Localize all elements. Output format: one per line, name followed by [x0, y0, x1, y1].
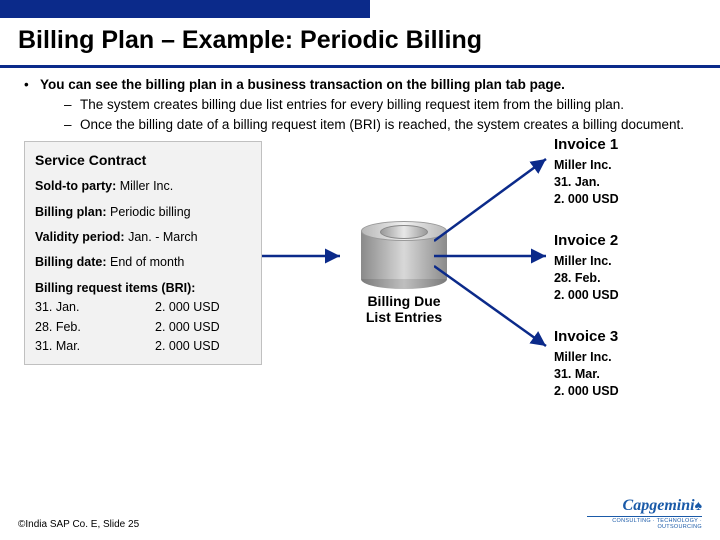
bri-date-2: 31. Mar. [35, 337, 155, 356]
contract-header: Service Contract [35, 150, 251, 172]
dash-icon: – [64, 116, 80, 134]
billing-plan-row: Billing plan: Periodic billing [35, 203, 251, 222]
logo-name: Capgemini [623, 497, 695, 514]
bri-row-0: 31. Jan. 2. 000 USD [35, 298, 251, 317]
slide-title: Billing Plan – Example: Periodic Billing [0, 18, 720, 68]
cylinder-label-1: Billing Due [367, 293, 440, 309]
invoice-2-name: Miller Inc. [554, 253, 704, 270]
invoice-3: Invoice 3 Miller Inc. 31. Mar. 2. 000 US… [554, 327, 704, 400]
spade-icon: ♠ [695, 497, 702, 513]
sub-bullet-1-text: The system creates billing due list entr… [80, 96, 624, 114]
invoice-3-date: 31. Mar. [554, 366, 704, 383]
service-contract-box: Service Contract Sold-to party: Miller I… [24, 141, 262, 366]
logo-tagline: CONSULTING · TECHNOLOGY · OUTSOURCING [587, 516, 702, 530]
validity-label: Validity period: [35, 230, 125, 244]
bri-amount-2: 2. 000 USD [155, 337, 220, 356]
sub-bullet-1: – The system creates billing due list en… [64, 96, 684, 114]
sold-to-row: Sold-to party: Miller Inc. [35, 177, 251, 196]
invoice-2: Invoice 2 Miller Inc. 28. Feb. 2. 000 US… [554, 231, 704, 304]
billing-date-label: Billing date: [35, 255, 107, 269]
invoice-2-amount: 2. 000 USD [554, 287, 704, 304]
invoice-3-amount: 2. 000 USD [554, 383, 704, 400]
diagram-area: Service Contract Sold-to party: Miller I… [24, 141, 696, 401]
bri-date-0: 31. Jan. [35, 298, 155, 317]
sub-bullet-2: – Once the billing date of a billing req… [64, 116, 684, 134]
bri-date-1: 28. Feb. [35, 318, 155, 337]
validity-value: Jan. - March [128, 230, 197, 244]
arrow-to-invoice-3 [434, 256, 554, 366]
header-bar [0, 0, 370, 18]
billing-date-value: End of month [110, 255, 184, 269]
billing-plan-value: Periodic billing [110, 205, 191, 219]
validity-row: Validity period: Jan. - March [35, 228, 251, 247]
invoice-3-title: Invoice 3 [554, 327, 704, 347]
bullet-dot: • [24, 76, 40, 135]
invoice-1-amount: 2. 000 USD [554, 191, 704, 208]
bullet-main-text: You can see the billing plan in a busine… [40, 77, 565, 92]
bri-section: Billing request items (BRI): 31. Jan. 2.… [35, 279, 251, 357]
billing-date-row: Billing date: End of month [35, 253, 251, 272]
invoice-1-date: 31. Jan. [554, 174, 704, 191]
bri-label: Billing request items (BRI): [35, 279, 251, 298]
invoice-1: Invoice 1 Miller Inc. 31. Jan. 2. 000 US… [554, 135, 704, 208]
logo: Capgemini♠ CONSULTING · TECHNOLOGY · OUT… [587, 497, 702, 530]
sub-bullet-2-text: Once the billing date of a billing reque… [80, 116, 684, 134]
invoice-2-date: 28. Feb. [554, 270, 704, 287]
slide-body: • You can see the billing plan in a busi… [0, 68, 720, 401]
invoice-2-title: Invoice 2 [554, 231, 704, 251]
invoice-1-name: Miller Inc. [554, 157, 704, 174]
sold-to-value: Miller Inc. [120, 179, 173, 193]
footer-text: ©India SAP Co. E, Slide 25 [18, 519, 139, 530]
sold-to-label: Sold-to party: [35, 179, 116, 193]
bullet-main: • You can see the billing plan in a busi… [24, 76, 696, 135]
billing-plan-label: Billing plan: [35, 205, 107, 219]
dash-icon: – [64, 96, 80, 114]
invoice-1-title: Invoice 1 [554, 135, 704, 155]
bri-row-1: 28. Feb. 2. 000 USD [35, 318, 251, 337]
arrow-contract-to-db [262, 241, 352, 271]
cylinder-label-2: List Entries [366, 309, 442, 325]
bri-amount-1: 2. 000 USD [155, 318, 220, 337]
bri-amount-0: 2. 000 USD [155, 298, 220, 317]
bri-row-2: 31. Mar. 2. 000 USD [35, 337, 251, 356]
invoice-3-name: Miller Inc. [554, 349, 704, 366]
